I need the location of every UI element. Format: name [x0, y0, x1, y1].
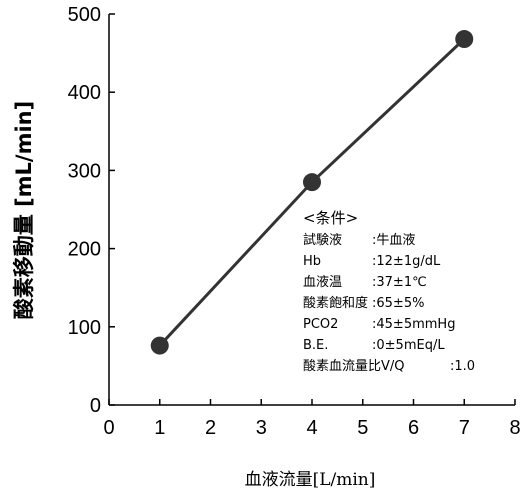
condition-label: 酸素血流量比V/Q	[303, 359, 405, 374]
y-tick-label: 500	[68, 4, 101, 26]
condition-value: :65±5%	[372, 296, 424, 311]
y-tick-label: 200	[68, 239, 101, 261]
data-point	[150, 336, 169, 355]
x-tick-label: 2	[205, 417, 216, 439]
y-axis-title: 酸素移動量 [mL/min]	[12, 101, 36, 319]
x-axis-title: 血液流量[L/min]	[245, 470, 376, 490]
condition-label: 血液温	[303, 275, 342, 290]
data-point	[303, 173, 321, 192]
x-tick-label: 3	[256, 417, 267, 439]
y-tick-label: 300	[68, 160, 101, 182]
conditions-annotation: <条件> 試験液 :牛血液 Hb :12±1g/dL 血液温 :37±1℃ 酸素飽和度 :65±…	[303, 209, 475, 374]
y-tick-label: 100	[68, 317, 101, 339]
data-point	[455, 30, 474, 49]
x-tick-label: 5	[357, 417, 368, 439]
y-tick-label: 0	[90, 395, 101, 417]
condition-label: Hb	[303, 254, 321, 269]
y-tick-label: 400	[68, 82, 101, 104]
x-tick-label: 7	[459, 417, 470, 439]
condition-value: :12±1g/dL	[372, 254, 441, 269]
condition-label: 試験液	[303, 232, 342, 248]
condition-value: :牛血液	[372, 233, 415, 248]
x-tick-label: 6	[408, 417, 419, 439]
condition-label: B.E.	[303, 338, 328, 353]
series-layer	[150, 30, 474, 355]
axes-layer: 0 100 200 300 400 500 0 1 2 3 4 5 6 7 8	[68, 4, 521, 439]
x-tick-label: 1	[154, 417, 165, 439]
condition-value: :45±5mmHg	[372, 317, 455, 332]
condition-label: 酸素飽和度	[303, 295, 368, 311]
condition-label: PCO2	[303, 317, 338, 332]
x-tick-label: 4	[306, 417, 317, 439]
condition-value: :37±1℃	[372, 275, 427, 290]
condition-value: :0±5mEq/L	[372, 338, 445, 353]
x-tick-label: 8	[509, 417, 520, 439]
conditions-heading: <条件>	[303, 209, 358, 227]
x-tick-label: 0	[103, 417, 114, 439]
condition-value: :1.0	[450, 359, 475, 374]
